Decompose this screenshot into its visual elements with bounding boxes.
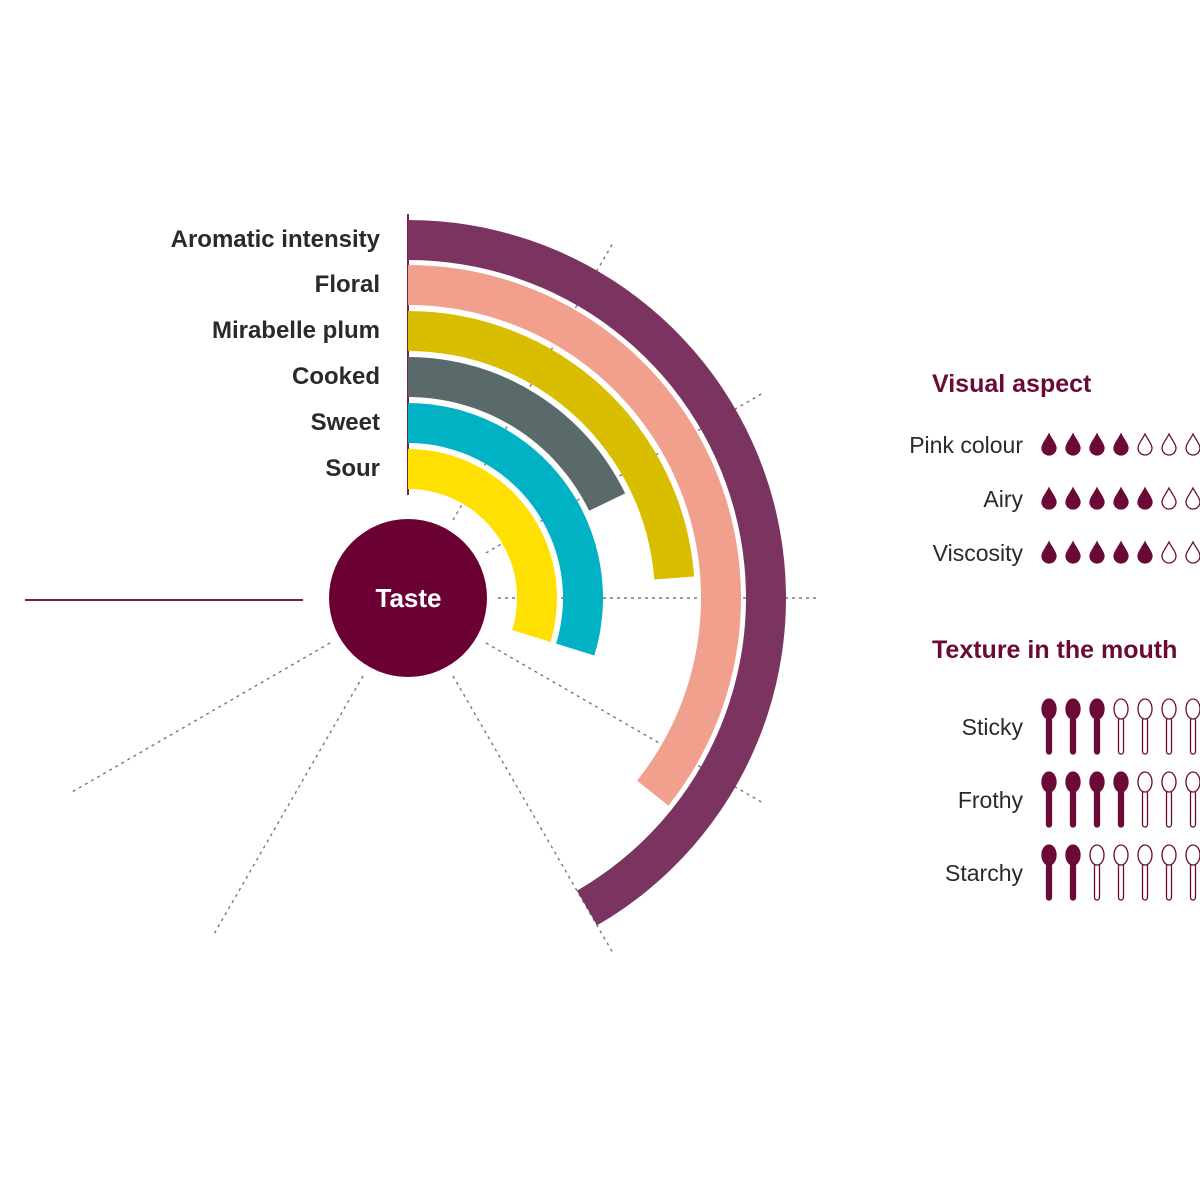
arc-aromatic-intensity: [408, 220, 786, 926]
drop-icon: [1185, 540, 1200, 564]
spoon-icon: [1065, 771, 1081, 828]
spoke-line: [69, 642, 331, 794]
drop-icon: [1113, 540, 1129, 564]
rating-label: Pink colour: [909, 432, 1023, 458]
rating-label: Sticky: [961, 714, 1023, 740]
drop-icon: [1065, 432, 1081, 456]
drop-icon: [1041, 486, 1057, 510]
center-label: Taste: [375, 583, 442, 613]
arc-group: [408, 220, 786, 926]
drop-icon: [1041, 540, 1057, 564]
rating-label: Viscosity: [932, 540, 1023, 566]
drop-icon: [1113, 486, 1129, 510]
spoon-icon: [1089, 771, 1105, 828]
drop-icon: [1089, 540, 1105, 564]
center-circle: [329, 519, 487, 677]
arc-label: Aromatic intensity: [170, 226, 380, 253]
arc-label: Sweet: [310, 409, 380, 436]
spoon-icon: [1089, 844, 1105, 901]
spoon-icon: [1113, 771, 1129, 828]
spoon-icon: [1185, 698, 1200, 755]
drop-icon: [1137, 540, 1153, 564]
drop-icon: [1065, 540, 1081, 564]
visual-aspect-title: Visual aspect: [932, 370, 1092, 398]
drop-icon: [1113, 432, 1129, 456]
spoon-icon: [1065, 698, 1081, 755]
drop-icon: [1041, 432, 1057, 456]
spoon-icon: [1089, 698, 1105, 755]
spoon-icon: [1041, 698, 1057, 755]
spoon-icon: [1161, 771, 1177, 828]
texture-title: Texture in the mouth: [932, 636, 1178, 664]
spoon-icon: [1041, 771, 1057, 828]
spoon-icon: [1113, 698, 1129, 755]
spoon-icon: [1137, 698, 1153, 755]
drop-icon: [1185, 486, 1200, 510]
arc-sweet: [408, 403, 603, 656]
spoon-icon: [1137, 844, 1153, 901]
drop-icon: [1137, 432, 1153, 456]
spoon-icon: [1041, 844, 1057, 901]
arc-label: Cooked: [291, 363, 380, 390]
spoke-line: [452, 675, 614, 954]
drop-icon: [1161, 540, 1177, 564]
rating-label: Starchy: [945, 860, 1023, 886]
spoon-icon: [1113, 844, 1129, 901]
arc-label: Floral: [314, 271, 380, 298]
drop-icon: [1161, 432, 1177, 456]
arc-floral: [408, 265, 742, 806]
drop-icon: [1089, 432, 1105, 456]
drop-icon: [1065, 486, 1081, 510]
spoon-icon: [1137, 771, 1153, 828]
arc-cooked: [408, 357, 626, 511]
spoon-icon: [1065, 844, 1081, 901]
arc-mirabelle-plum: [408, 311, 695, 580]
spoon-icon: [1185, 844, 1200, 901]
spoke-line: [212, 675, 364, 937]
arc-sour: [408, 449, 558, 642]
arc-label: Mirabelle plum: [211, 317, 380, 344]
rating-label: Airy: [983, 486, 1023, 512]
arc-label: Sour: [325, 455, 380, 482]
spoon-icon: [1185, 771, 1200, 828]
rating-label: Frothy: [957, 787, 1023, 813]
spoon-icon: [1161, 698, 1177, 755]
drop-icon: [1089, 486, 1105, 510]
drop-icon: [1137, 486, 1153, 510]
drop-icon: [1185, 432, 1200, 456]
drop-icon: [1161, 486, 1177, 510]
spoon-icon: [1161, 844, 1177, 901]
